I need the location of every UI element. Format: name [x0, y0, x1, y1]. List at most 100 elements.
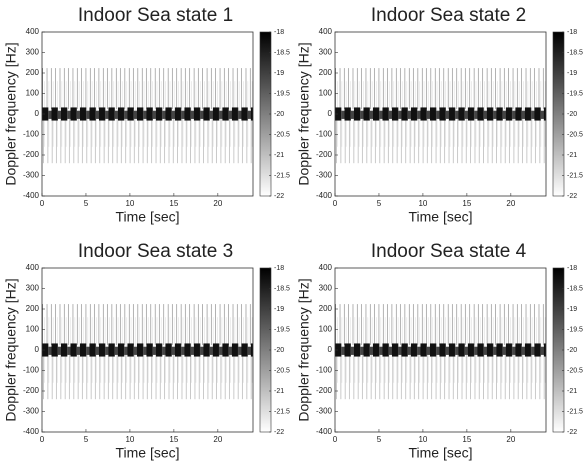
x-tick-label: 5 [377, 435, 382, 444]
x-tick-label: 10 [418, 435, 427, 444]
y-tick-label: -300 [316, 171, 333, 180]
subplot-title: Indoor Sea state 4 [371, 241, 527, 262]
y-axis-label: Doppler frequency [Hz] [296, 42, 312, 185]
colorbar-tick-label: -19.5 [567, 326, 583, 333]
colorbar-tick-label: -21 [274, 152, 284, 159]
colorbar-tick-label: -22 [274, 429, 284, 436]
x-tick-label: 20 [506, 199, 515, 208]
y-axis-label: Doppler frequency [Hz] [3, 278, 19, 421]
x-tick-label: 0 [333, 435, 338, 444]
y-tick-label: 100 [26, 89, 40, 98]
y-tick-label: -300 [316, 407, 333, 416]
colorbar-tick-label: -18 [274, 265, 284, 272]
spectrogram-image [335, 268, 546, 432]
y-tick-label: -400 [316, 191, 333, 200]
x-axis-label: Time [sec] [408, 209, 472, 225]
colorbar-tick-label: -20 [567, 111, 577, 118]
colorbar-tick-label: -20.5 [567, 367, 583, 374]
x-axis-label: Time [sec] [115, 445, 179, 461]
y-tick-label: 300 [319, 284, 333, 293]
colorbar-tick-label: -18.5 [274, 49, 290, 56]
colorbar-tick-label: -22 [567, 429, 577, 436]
y-tick-label: 300 [319, 48, 333, 57]
y-axis-label: Doppler frequency [Hz] [296, 278, 312, 421]
colorbar-tick-label: -22 [274, 193, 284, 200]
y-tick-label: -200 [316, 386, 333, 395]
colorbar-tick-label: -18.5 [567, 49, 583, 56]
colorbar-tick-label: -20 [274, 347, 284, 354]
x-tick-label: 5 [84, 435, 89, 444]
y-tick-label: -400 [316, 427, 333, 436]
colorbar-tick-label: -20.5 [274, 367, 290, 374]
y-tick-label: -200 [23, 386, 40, 395]
x-tick-label: 20 [213, 199, 222, 208]
colorbar-tick-label: -19.5 [567, 90, 583, 97]
subplot: Indoor Sea state 40 5 10 15 20-400-300-200-1… [296, 241, 583, 461]
y-tick-label: 200 [319, 304, 333, 313]
spectrogram-image [42, 268, 253, 432]
colorbar-tick-label: -20.5 [274, 131, 290, 138]
subplot: Indoor Sea state 20 5 10 15 20-400-300-200-1… [296, 5, 583, 225]
y-tick-label: -100 [316, 130, 333, 139]
colorbar-tick-label: -22 [567, 193, 577, 200]
colorbar-tick-label: -21.5 [567, 172, 583, 179]
x-axis-label: Time [sec] [408, 445, 472, 461]
colorbar-tick-label: -19 [274, 306, 284, 313]
subplot-title: Indoor Sea state 2 [371, 5, 526, 26]
y-tick-label: 100 [26, 325, 40, 334]
colorbar-tick-label: -20.5 [567, 131, 583, 138]
colorbar-tick-label: -18.5 [274, 285, 290, 292]
colorbar-tick-label: -21 [567, 388, 577, 395]
subplot-title: Indoor Sea state 3 [78, 241, 233, 262]
y-tick-label: -400 [23, 191, 40, 200]
colorbar-tick-label: -19.5 [274, 326, 290, 333]
x-tick-label: 5 [377, 199, 382, 208]
y-tick-label: -300 [23, 171, 40, 180]
colorbar-tick-label: -21.5 [274, 408, 290, 415]
y-tick-label: -100 [23, 130, 40, 139]
subplot-title: Indoor Sea state 1 [78, 5, 233, 26]
y-tick-label: 300 [26, 48, 40, 57]
colorbar-tick-label: -21.5 [567, 408, 583, 415]
x-tick-label: 20 [506, 435, 515, 444]
colorbar-tick-label: -18.5 [567, 285, 583, 292]
subplot: Indoor Sea state 30 5 10 15 20-400-300-200-1… [3, 241, 290, 461]
x-tick-label: 15 [462, 435, 471, 444]
colorbar-tick-label: -18 [567, 265, 577, 272]
x-tick-label: 0 [333, 199, 338, 208]
y-tick-label: 200 [319, 68, 333, 77]
colorbar-tick-label: -21 [274, 388, 284, 395]
x-tick-label: 20 [213, 435, 222, 444]
colorbar-tick-label: -19 [274, 70, 284, 77]
colorbar-tick-label: -18 [274, 29, 284, 36]
x-tick-label: 10 [125, 199, 134, 208]
x-axis-label: Time [sec] [115, 209, 179, 225]
x-tick-label: 10 [418, 199, 427, 208]
x-tick-label: 15 [169, 435, 178, 444]
y-tick-label: 400 [26, 27, 40, 36]
y-tick-label: -200 [23, 150, 40, 159]
y-tick-label: 400 [319, 263, 333, 272]
x-tick-label: 5 [84, 199, 89, 208]
y-tick-label: 0 [35, 109, 40, 118]
y-tick-label: 0 [328, 345, 333, 354]
colorbar-tick-label: -18 [567, 29, 577, 36]
y-tick-label: 300 [26, 284, 40, 293]
colorbar-tick-label: -19 [567, 70, 577, 77]
y-tick-label: -200 [316, 150, 333, 159]
y-tick-label: -100 [316, 366, 333, 375]
subplot: Indoor Sea state 10 5 10 15 20-400-300-200-1… [3, 5, 290, 225]
y-tick-label: 400 [319, 27, 333, 36]
y-tick-label: 0 [35, 345, 40, 354]
y-tick-label: 200 [26, 68, 40, 77]
y-tick-label: 100 [319, 89, 333, 98]
y-tick-label: -300 [23, 407, 40, 416]
y-axis-label: Doppler frequency [Hz] [3, 42, 19, 185]
x-tick-label: 0 [40, 199, 45, 208]
colorbar-tick-label: -19 [567, 306, 577, 313]
y-tick-label: 200 [26, 304, 40, 313]
colorbar-tick-label: -20 [274, 111, 284, 118]
colorbar-tick-label: -20 [567, 347, 577, 354]
x-tick-label: 10 [125, 435, 134, 444]
colorbar-tick-label: -21 [567, 152, 577, 159]
